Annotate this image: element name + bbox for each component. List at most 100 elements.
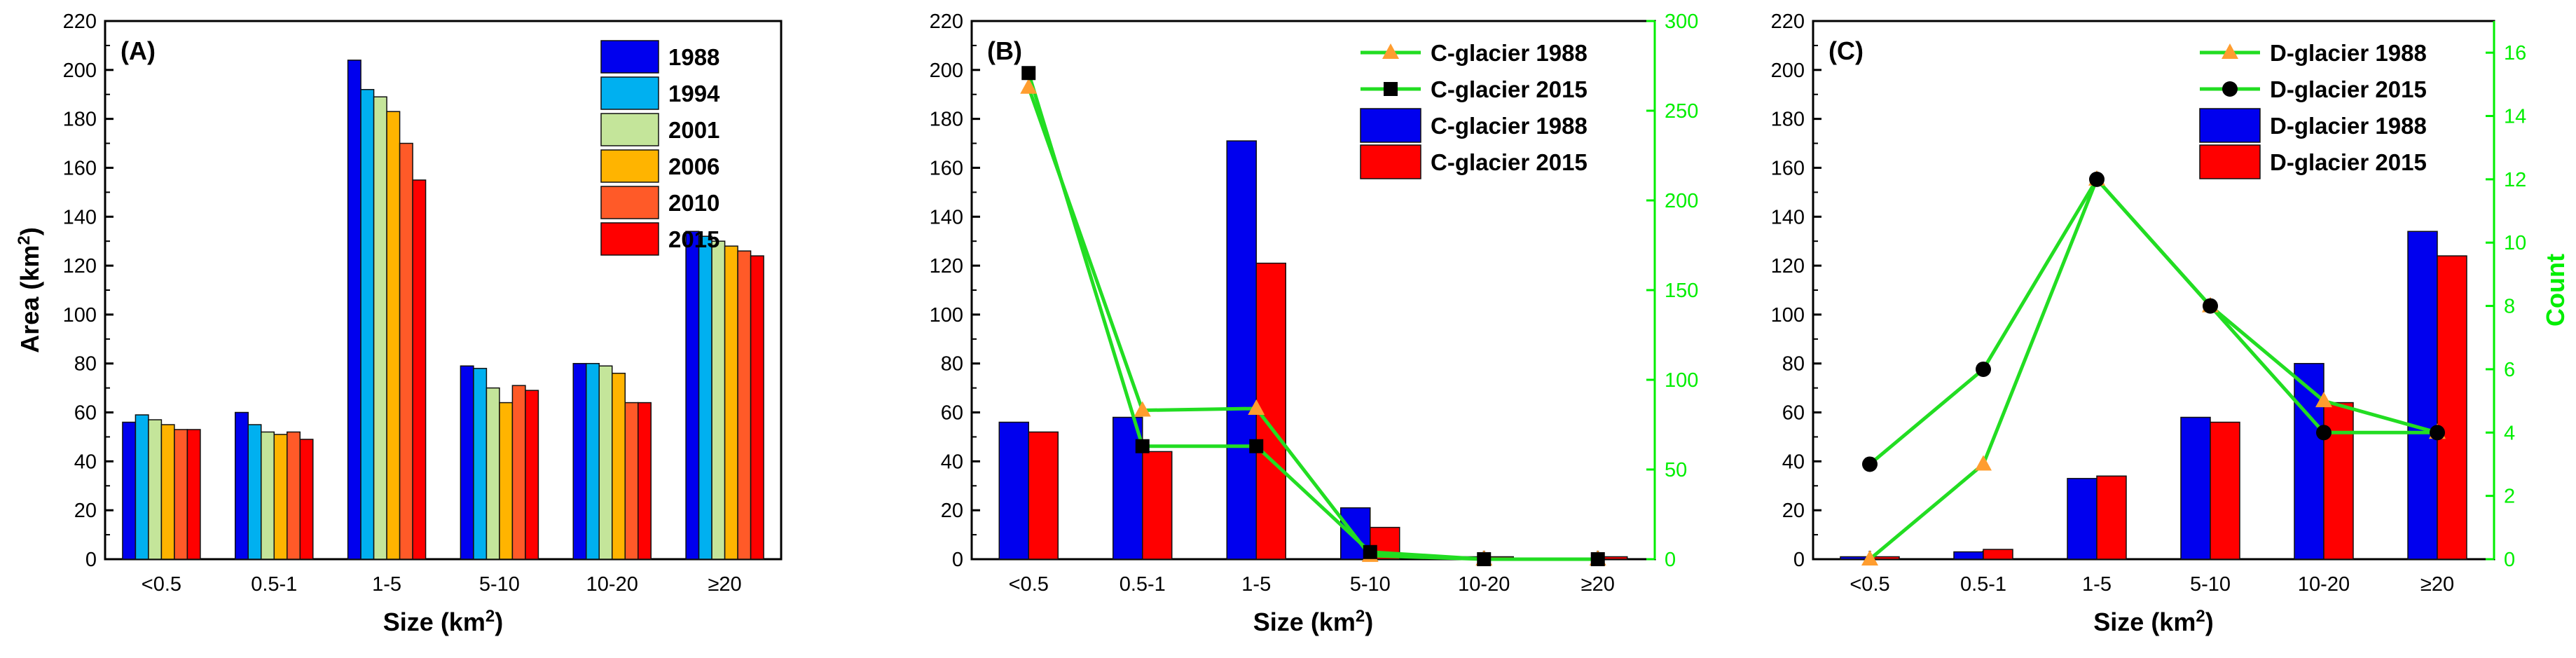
y2-tick-label: 0 (1665, 549, 1676, 571)
y-tick-label: 120 (1771, 255, 1805, 277)
panel-label: (B) (987, 36, 1022, 65)
y-tick-label: 100 (63, 304, 97, 327)
bar-C-glacier-1988-2 (1226, 140, 1257, 560)
x-tick-label: <0.5 (142, 573, 181, 596)
bar-1994-2 (360, 88, 375, 560)
y2-tick-label: 150 (1665, 280, 1698, 302)
marker-C-glacier-2015-2 (1249, 439, 1264, 453)
y2-tick-label: 300 (1665, 11, 1698, 33)
x-tick-label: 1-5 (372, 573, 401, 596)
y2-tick-label: 10 (2504, 232, 2526, 254)
bar-1994-0 (135, 414, 149, 560)
bar-2001-0 (148, 419, 163, 560)
y-tick-label: 160 (930, 157, 963, 179)
marker-C-glacier-2015-0 (1021, 66, 1036, 81)
bar-2010-3 (511, 385, 526, 560)
y-tick-label: 80 (74, 353, 97, 376)
y-tick-label: 100 (1771, 304, 1805, 327)
y2-tick-label: 16 (2504, 42, 2526, 64)
panel-label: (C) (1828, 36, 1864, 65)
panel-b: 0 20 40 60 80 100 120 140 160 180 200 220 <0.5 0.5-1 1… (930, 11, 1699, 636)
y2-tick-label: 250 (1665, 100, 1698, 123)
x-tick-label: 0.5-1 (1960, 573, 2006, 596)
legend-swatch-1994 (600, 76, 659, 110)
x-tick-label: 5-10 (479, 573, 520, 596)
y-tick-label: 220 (1771, 11, 1805, 33)
marker-D-glacier-1988-0 (1861, 550, 1878, 566)
bar-D-glacier-1988-5 (2407, 231, 2438, 560)
legend-label: C-glacier 1988 (1431, 40, 1587, 66)
y-tick-label: 0 (1793, 549, 1805, 571)
legend-swatch-0 (2199, 108, 2261, 143)
bar-2006-0 (160, 424, 175, 560)
x-tick-label: 10-20 (1458, 573, 1510, 596)
marker-D-glacier-2015-4 (2316, 425, 2332, 441)
line-C-glacier-2015 (1026, 72, 1598, 561)
legend-marker-1 (1384, 82, 1398, 96)
y-tick-label: 140 (930, 206, 963, 228)
bar-2010-1 (287, 431, 301, 560)
bar-2006-5 (724, 245, 738, 560)
x-tick-label: 1-5 (2082, 573, 2112, 596)
marker-D-glacier-2015-0 (1862, 456, 1878, 472)
bar-2010-5 (737, 250, 752, 560)
y2-tick-label: 8 (2504, 296, 2515, 318)
panel-a: 0 20 40 60 80 100 120 140 160 180 200 220 <0.5 0.5-1 1… (15, 11, 783, 636)
bar-2006-2 (386, 111, 401, 560)
bar-D-glacier-2015-4 (2323, 402, 2354, 560)
bar-2015-2 (412, 179, 427, 560)
legend-label: D-glacier 2015 (2270, 149, 2427, 175)
x-tick-label: ≥20 (1581, 573, 1615, 596)
y2-tick-label: 200 (1665, 190, 1698, 212)
bar-D-glacier-2015-3 (2210, 421, 2240, 560)
bar-D-glacier-2015-5 (2437, 255, 2467, 560)
y-tick-label: 200 (63, 60, 97, 82)
x-tick-label: <0.5 (1009, 573, 1049, 596)
bar-D-glacier-1988-1 (1953, 551, 1984, 560)
bar-2010-4 (624, 402, 639, 560)
legend-swatch-0 (1360, 108, 1421, 143)
x-tick-label: 0.5-1 (251, 573, 297, 596)
y2-tick-label: 2 (2504, 486, 2515, 508)
y-tick-label: 220 (930, 11, 963, 33)
marker-C-glacier-2015-4 (1477, 552, 1492, 566)
bar-D-glacier-1988-2 (2067, 478, 2098, 560)
y-tick-label: 100 (930, 304, 963, 327)
marker-D-glacier-1988-4 (2315, 392, 2332, 408)
bar-1988-0 (122, 421, 137, 560)
y-tick-label: 180 (63, 109, 97, 131)
y-tick-label: 40 (74, 451, 97, 473)
legend-label: D-glacier 1988 (2270, 40, 2427, 66)
y-tick-label: 80 (941, 353, 963, 376)
y-tick-label: 40 (1782, 451, 1805, 473)
y2-tick-label: 12 (2504, 169, 2526, 191)
legend-label: 1988 (668, 44, 719, 70)
y2-tick-label: 0 (2504, 549, 2515, 571)
bar-1994-1 (247, 424, 262, 560)
y-tick-label: 60 (1782, 402, 1805, 425)
legend-swatch-1 (1360, 144, 1421, 179)
x-tick-label: 0.5-1 (1120, 573, 1166, 596)
bar-1988-3 (460, 365, 474, 560)
bar-1994-5 (698, 235, 712, 560)
legend-label: 1994 (668, 81, 720, 107)
x-tick-label: 10-20 (586, 573, 638, 596)
legend-marker-0 (2222, 43, 2238, 59)
bar-2010-0 (174, 429, 188, 560)
y-tick-label: 120 (63, 255, 97, 277)
marker-D-glacier-2015-1 (1976, 361, 1991, 377)
y2-tick-label: 100 (1665, 369, 1698, 392)
y2-axis-title: Count (2541, 254, 2570, 327)
y-tick-label: 40 (941, 451, 963, 473)
legend-swatch-1 (2199, 144, 2261, 179)
y2-tick-label: 4 (2504, 422, 2515, 444)
legend-swatch-1988 (600, 40, 659, 74)
marker-C-glacier-2015-5 (1590, 552, 1605, 566)
legend-marker-1 (2222, 81, 2238, 97)
bar-2001-5 (711, 240, 726, 560)
y-tick-label: 180 (1771, 109, 1805, 131)
bar-2006-3 (499, 402, 514, 560)
legend-swatch-2015 (600, 222, 659, 256)
bar-2015-0 (186, 429, 201, 560)
